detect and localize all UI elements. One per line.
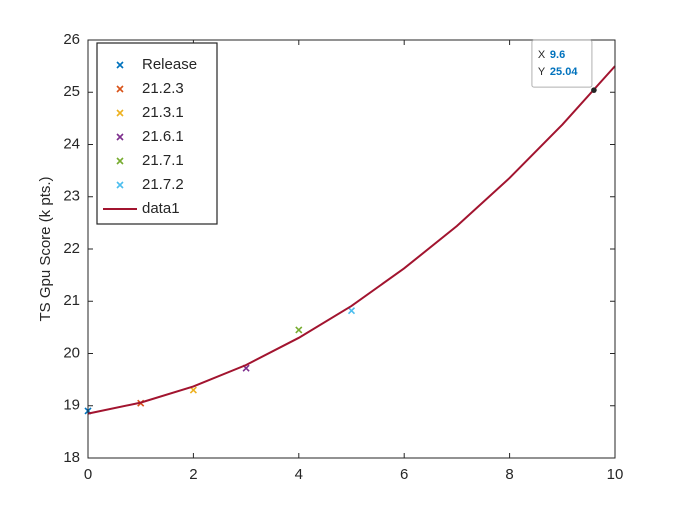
marker-stroke: [116, 109, 124, 117]
legend-label: 21.3.1: [142, 104, 184, 121]
legend-swatch: [116, 109, 124, 117]
y-tick-label: 20: [63, 344, 80, 361]
y-tick-label: 21: [63, 292, 80, 309]
legend-box: [96, 42, 218, 225]
y-tick-label: 24: [63, 135, 80, 152]
legend-swatch: [116, 133, 124, 141]
marker-stroke: [295, 326, 303, 334]
axes-box: [87, 39, 616, 459]
y-tick-label: 23: [63, 188, 80, 205]
datatip-y-value: 25.04: [550, 66, 578, 78]
legend-label: 21.6.1: [142, 128, 184, 145]
legend-label: data1: [142, 200, 180, 217]
x-tick-label: 2: [189, 466, 197, 483]
datatip-point: [591, 87, 597, 93]
y-tick-label: 26: [63, 31, 80, 48]
marker-stroke: [116, 157, 124, 165]
legend-swatch: [116, 85, 124, 93]
y-tick-label: 22: [63, 240, 80, 257]
fit-line: [87, 65, 616, 415]
y-axis-label: TS Gpu Score (k pts.): [37, 176, 54, 321]
marker-stroke: [116, 85, 124, 93]
legend-label: 21.7.1: [142, 152, 184, 169]
y-tick-label: 19: [63, 397, 80, 414]
datatip-x-value: 9.6: [550, 49, 565, 61]
x-tick-label: 0: [84, 466, 92, 483]
marker-stroke: [116, 133, 124, 141]
datatip: X 9.6 Y 25.04: [531, 39, 593, 88]
legend-label: 21.7.2: [142, 176, 184, 193]
legend-label: 21.2.3: [142, 80, 184, 97]
marker-stroke: [347, 307, 356, 315]
data-point: [295, 326, 303, 334]
y-tick-label: 25: [63, 83, 80, 100]
y-tick-label: 18: [63, 449, 80, 466]
legend-swatch: [116, 61, 124, 69]
datatip-y-label: Y: [538, 66, 546, 78]
marker-stroke: [116, 61, 124, 69]
x-tick-label: 6: [400, 466, 408, 483]
data-point: [347, 307, 356, 315]
datatip-x-label: X: [538, 49, 546, 61]
x-tick-label: 8: [505, 466, 513, 483]
x-tick-label: 4: [295, 466, 303, 483]
legend-swatch: [116, 157, 124, 165]
x-tick-label: 10: [607, 466, 624, 483]
legend-label: Release: [142, 56, 197, 73]
datatip-box: [531, 39, 593, 88]
legend-swatch: [116, 181, 124, 189]
marker-stroke: [116, 181, 124, 189]
